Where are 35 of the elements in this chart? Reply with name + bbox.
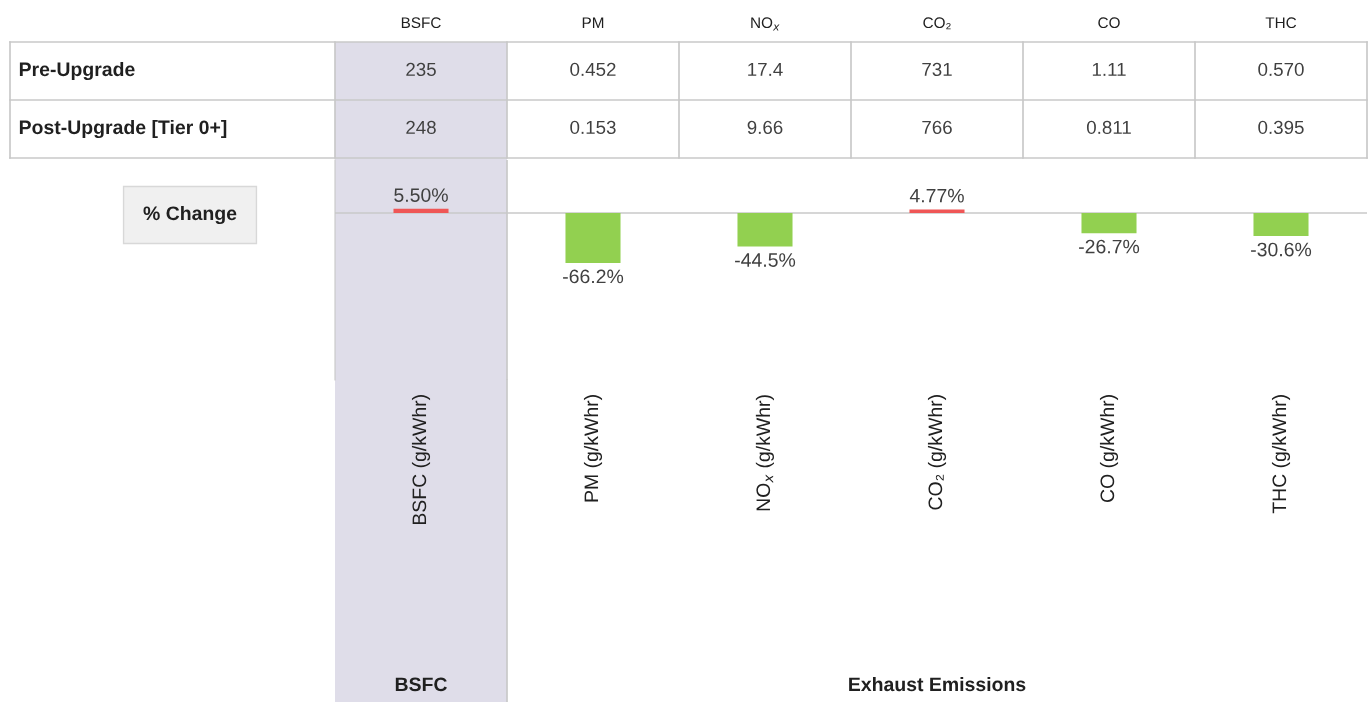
x-tick-label: PM (g/kWhr) — [583, 395, 603, 502]
data-label: -44.5% — [735, 253, 796, 267]
x-tick-label: BSFC (g/kWhr) — [411, 395, 431, 525]
x-tick-label: NO$_{x}$ (g/kWhr) — [755, 395, 774, 511]
x-tick-label: THC (g/kWhr) — [1271, 395, 1291, 514]
text: Pre-Upgrade — [19, 61, 135, 81]
data-label: 235 — [406, 62, 436, 77]
data-label: -26.7% — [1079, 239, 1140, 254]
x-tick-label: CO (g/kWhr) — [1099, 395, 1119, 502]
category-label: BSFC — [401, 17, 441, 29]
data-label: 0.452 — [570, 62, 616, 77]
data-label: -66.2% — [563, 269, 624, 284]
y-axis-title: % Change — [143, 205, 237, 225]
data-label: 248 — [406, 120, 436, 135]
data-label: 0.153 — [570, 120, 616, 135]
category-label: THC — [1265, 17, 1297, 29]
category-label: PM — [582, 17, 604, 28]
category-label: CO₂ — [923, 17, 951, 30]
data-label: 0.811 — [1086, 120, 1131, 135]
category-label: CO — [1098, 17, 1120, 29]
category-label: NO$_{x}$ — [751, 17, 780, 31]
data-label: 0.570 — [1258, 62, 1304, 77]
text: Post-Upgrade [Tier 0+] — [19, 119, 227, 139]
data-label: 4.77% — [909, 188, 964, 203]
data-label: -30.6% — [1251, 242, 1312, 257]
data-label: 17.4 — [748, 62, 783, 76]
data-label: 766 — [922, 120, 952, 135]
data-label: 9.66 — [747, 120, 783, 135]
text: BSFC — [395, 677, 447, 692]
x-tick-label: CO₂ (g/kWhr) — [927, 395, 947, 510]
data-label: 0.395 — [1258, 120, 1304, 135]
text: Exhaust Emissions — [849, 676, 1026, 692]
data-label: 1.11 — [1092, 62, 1126, 76]
data-label: 5.50% — [394, 188, 448, 202]
data-label: 731 — [922, 62, 952, 77]
